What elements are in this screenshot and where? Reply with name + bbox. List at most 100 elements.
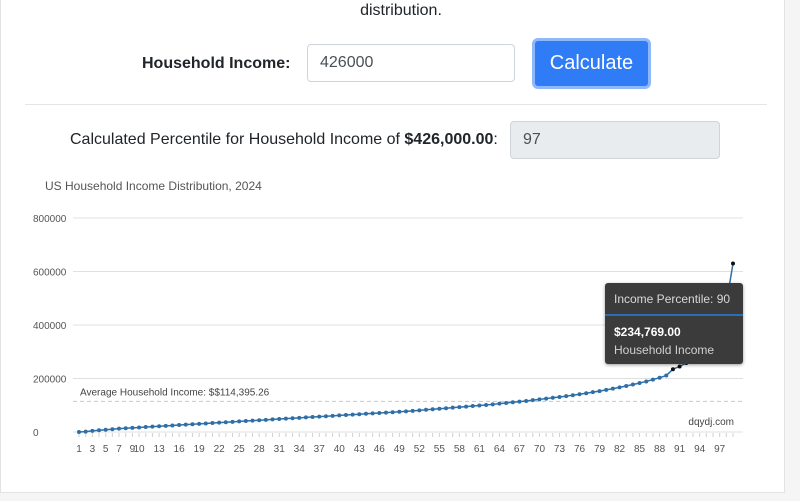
data-point (157, 424, 162, 429)
data-point (337, 413, 342, 418)
data-point (417, 408, 422, 413)
data-point (490, 402, 495, 407)
data-point (657, 375, 662, 380)
calculate-button[interactable]: Calculate (532, 38, 651, 89)
data-point (350, 412, 355, 417)
data-point (430, 407, 435, 412)
data-point (650, 377, 655, 382)
data-point (670, 367, 675, 372)
data-point (617, 385, 622, 390)
data-point (437, 406, 442, 411)
data-point (323, 414, 328, 419)
tooltip-series-line (605, 314, 743, 316)
data-point (570, 393, 575, 398)
x-tick-label: 61 (474, 444, 486, 455)
result-label-suffix: : (493, 131, 498, 148)
data-point (564, 394, 569, 399)
data-point (290, 416, 295, 421)
data-point (77, 430, 81, 434)
data-point (450, 405, 455, 410)
x-tick-label: 46 (374, 444, 386, 455)
data-point (731, 261, 735, 266)
x-tick-label: 25 (234, 444, 246, 455)
data-point (510, 400, 515, 405)
data-point (243, 419, 248, 424)
intro-text: distribution. (360, 2, 442, 19)
data-point (137, 425, 142, 430)
x-tick-label: 9 (130, 444, 136, 455)
x-tick-label: 40 (334, 444, 346, 455)
data-point (210, 421, 215, 426)
y-tick-label: 0 (33, 428, 39, 439)
x-tick-label: 79 (594, 444, 606, 455)
chart-tooltip: Income Percentile: 90 $234,769.00 Househ… (605, 283, 743, 364)
x-tick-label: 55 (434, 444, 446, 455)
x-tick-label: 43 (354, 444, 366, 455)
y-tick-label: 800000 (33, 214, 67, 225)
data-point (343, 413, 348, 418)
data-point (477, 403, 482, 408)
x-tick-label: 76 (574, 444, 586, 455)
x-tick-label: 67 (514, 444, 526, 455)
data-point (584, 391, 589, 396)
x-tick-label: 85 (634, 444, 646, 455)
tooltip-value: $234,769.00 (614, 325, 681, 339)
x-tick-label: 31 (274, 444, 286, 455)
data-point (203, 421, 208, 426)
chart-title: US Household Income Distribution, 2024 (45, 179, 262, 193)
data-point (230, 419, 235, 424)
data-point (470, 404, 475, 409)
average-reference-label: Average Household Income: $$114,395.26 (80, 387, 270, 398)
y-tick-label: 600000 (33, 268, 67, 279)
x-tick-label: 34 (294, 444, 306, 455)
data-point (223, 420, 228, 425)
data-point (317, 414, 322, 419)
x-tick-label: 16 (174, 444, 186, 455)
data-point (283, 416, 288, 421)
data-point (444, 406, 449, 411)
data-point (83, 429, 88, 434)
data-point (190, 422, 195, 427)
data-point (524, 398, 529, 403)
x-tick-label: 28 (254, 444, 266, 455)
x-tick-label: 70 (534, 444, 546, 455)
data-point (637, 381, 642, 386)
data-point (577, 392, 582, 397)
data-point (424, 407, 429, 412)
data-point (357, 412, 362, 417)
data-point (297, 415, 302, 420)
tooltip-series-name: Household Income (614, 343, 715, 357)
income-form: Household Income: Calculate (1, 38, 800, 89)
result-row: Calculated Percentile for Household Inco… (1, 121, 800, 159)
data-point (117, 426, 122, 431)
data-point (143, 425, 148, 430)
data-point (150, 424, 155, 429)
data-point (103, 427, 108, 432)
section-divider (25, 104, 767, 105)
data-point (677, 364, 682, 369)
household-income-input[interactable] (307, 44, 515, 82)
x-tick-label: 37 (314, 444, 326, 455)
data-point (550, 395, 555, 400)
x-tick-label: 10 (133, 444, 145, 455)
data-point (610, 386, 615, 391)
data-point (390, 410, 395, 415)
data-point (597, 389, 602, 394)
x-tick-label: 13 (154, 444, 166, 455)
x-tick-label: 94 (694, 444, 706, 455)
data-point (544, 396, 549, 401)
data-point (604, 387, 609, 392)
data-point (170, 423, 175, 428)
x-tick-label: 82 (614, 444, 626, 455)
data-point (177, 423, 182, 428)
household-income-label: Household Income: (142, 55, 291, 72)
data-point (624, 383, 629, 388)
y-tick-label: 200000 (33, 375, 67, 386)
x-tick-label: 64 (494, 444, 506, 455)
data-point (377, 411, 382, 416)
data-point (530, 398, 535, 403)
data-point (484, 402, 489, 407)
data-point (644, 379, 649, 384)
data-point (404, 409, 408, 414)
data-point (237, 419, 242, 424)
